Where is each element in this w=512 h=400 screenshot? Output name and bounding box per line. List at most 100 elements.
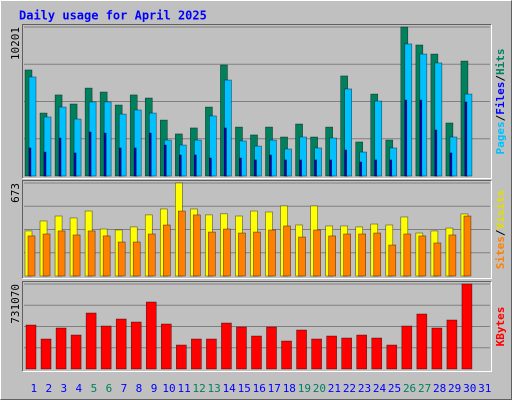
bar [268, 229, 276, 277]
y-tick-label: 731070 [9, 284, 22, 324]
x-tick-label: 12 [193, 382, 206, 395]
plot-frame-light [22, 180, 492, 279]
bar [118, 113, 127, 177]
bar [374, 159, 378, 177]
legend-separator: / [494, 75, 507, 82]
bar [160, 323, 172, 370]
bar [251, 335, 262, 370]
bar [329, 137, 337, 177]
bar [313, 229, 321, 277]
bar [298, 236, 306, 277]
bar [42, 233, 51, 277]
x-tick-label: 29 [448, 382, 461, 395]
bar [326, 335, 337, 370]
bar [341, 337, 352, 370]
bar [283, 225, 291, 277]
legend-separator: / [494, 114, 507, 121]
bar [193, 214, 201, 277]
bar [209, 115, 217, 177]
bar [72, 234, 81, 277]
bar [284, 159, 287, 177]
bar [464, 101, 468, 177]
x-tick-label: 15 [238, 382, 251, 395]
bar [147, 233, 156, 277]
bar [118, 147, 122, 177]
bar [281, 340, 292, 370]
x-tick-label: 24 [373, 382, 387, 395]
bar [311, 338, 322, 370]
bar [253, 231, 261, 277]
bar [73, 118, 82, 177]
bar [463, 215, 472, 277]
bar [266, 326, 277, 370]
x-tick-label: 18 [283, 382, 296, 395]
legend-entry: Pages [494, 121, 507, 154]
legend-entry: Hits [494, 49, 507, 76]
x-tick-label: 9 [151, 382, 158, 395]
bar [403, 233, 412, 277]
legend: KBytes [494, 307, 507, 347]
bar [343, 233, 351, 277]
plot-frame-light [22, 24, 492, 179]
bar [85, 312, 97, 370]
bar [178, 210, 186, 277]
bar [374, 100, 383, 177]
x-tick-label: 26 [403, 382, 416, 395]
bar [418, 235, 427, 277]
x-tick-label: 20 [313, 382, 326, 395]
bar [27, 235, 36, 277]
bar [373, 232, 382, 277]
plot-frame-dark [22, 180, 492, 279]
bar [148, 132, 152, 177]
legend-entry: KBytes [494, 307, 507, 347]
bar [132, 241, 141, 277]
bar [102, 235, 111, 277]
bar [28, 76, 37, 177]
x-tick-label: 25 [388, 382, 401, 395]
bar [103, 132, 107, 177]
bar [359, 161, 363, 177]
x-tick-label: 5 [91, 382, 98, 395]
bar [449, 152, 453, 177]
bar [236, 326, 247, 370]
y-tick-label: 673 [9, 183, 22, 203]
x-tick-label: 19 [298, 382, 311, 395]
y-tick-label: 10201 [9, 27, 22, 60]
bar [224, 127, 227, 177]
bar [145, 301, 157, 370]
x-tick-label: 6 [106, 382, 113, 395]
legend-entry: Sites [494, 236, 507, 269]
bar [179, 154, 182, 177]
bar [58, 137, 62, 177]
legend: Pages/Files/Hits [494, 49, 507, 155]
bar [419, 99, 423, 177]
bar [401, 325, 413, 370]
bar [404, 99, 408, 177]
bar [431, 327, 443, 370]
bar [194, 154, 197, 177]
bar [70, 334, 82, 370]
bar [386, 344, 398, 370]
x-tick-label: 23 [358, 382, 371, 395]
x-tick-label: 22 [343, 382, 356, 395]
bar [356, 334, 368, 370]
x-tick-label: 28 [433, 382, 446, 395]
bar [328, 235, 336, 277]
bar [299, 159, 302, 177]
bar [73, 152, 77, 177]
bar [434, 129, 438, 177]
x-tick-label: 7 [121, 382, 128, 395]
bar [221, 322, 232, 370]
bar [344, 88, 352, 177]
bar [28, 147, 32, 177]
bar [209, 157, 212, 177]
bar [416, 313, 428, 370]
bar [130, 321, 142, 370]
x-tick-label: 27 [418, 382, 431, 395]
x-tick-label: 11 [177, 382, 190, 395]
bar [448, 234, 457, 277]
bar [176, 344, 187, 370]
bar [446, 319, 458, 370]
